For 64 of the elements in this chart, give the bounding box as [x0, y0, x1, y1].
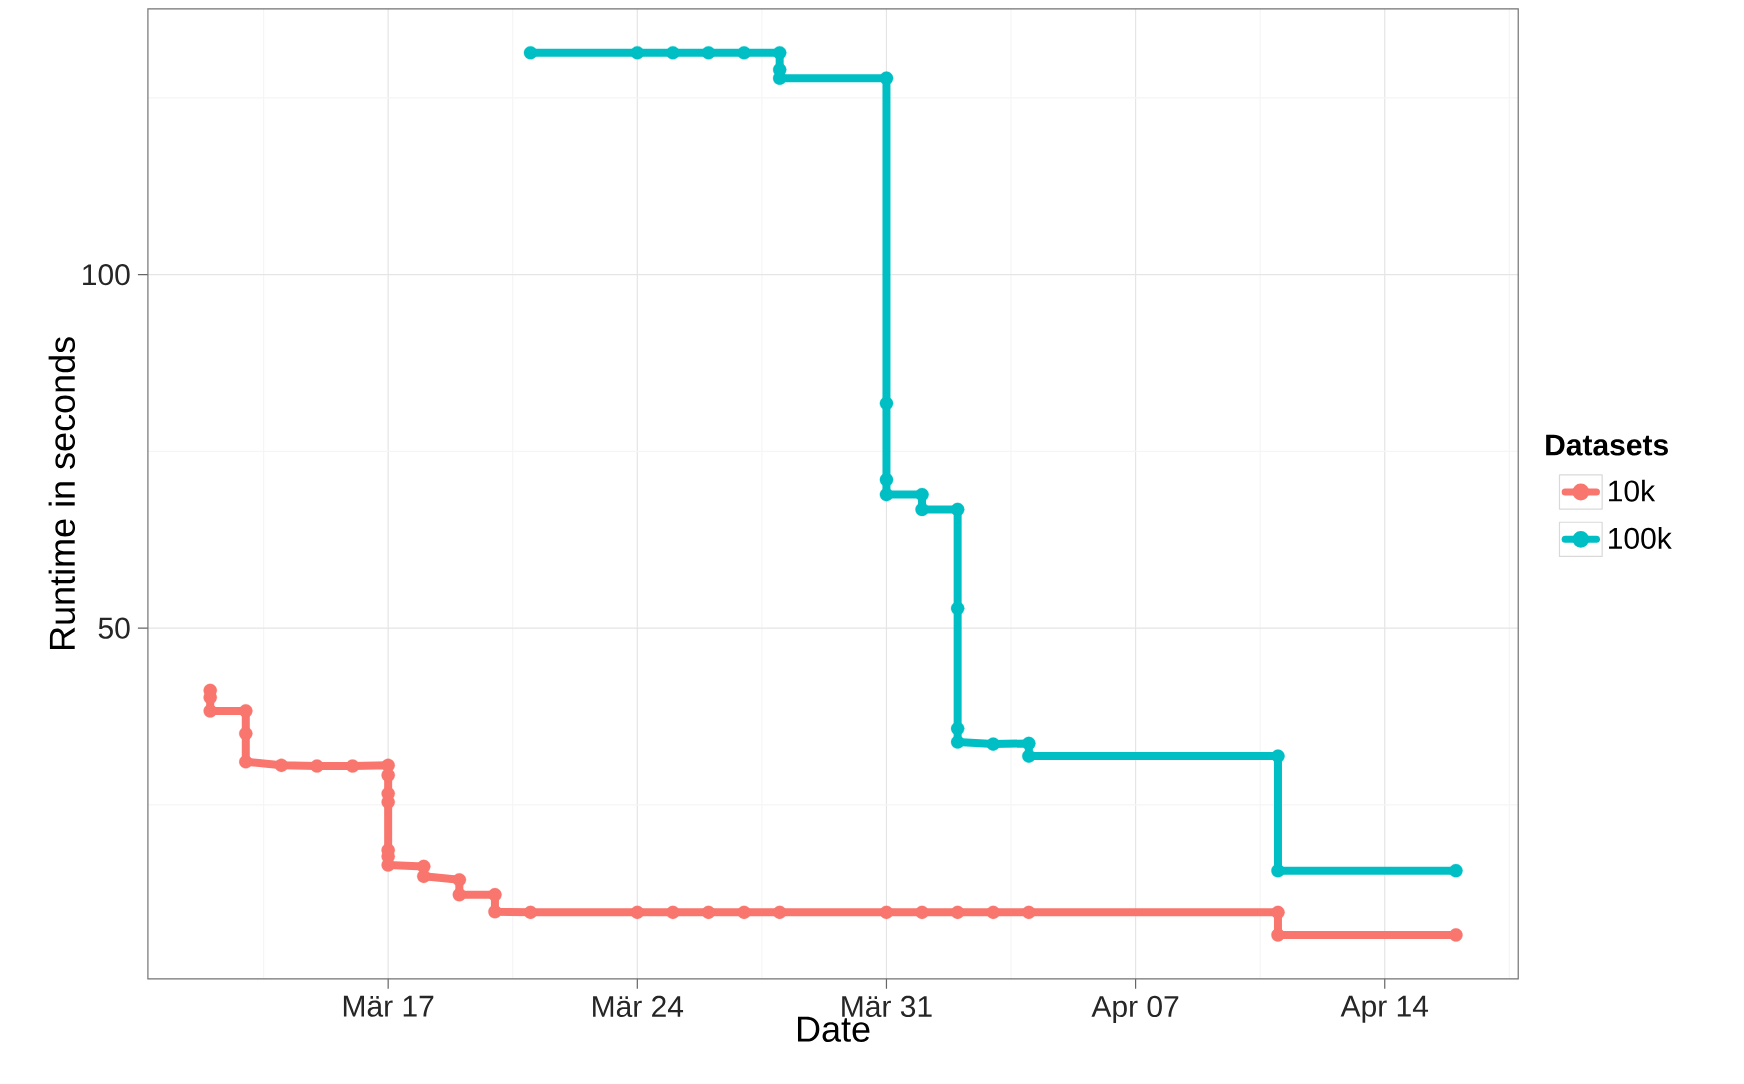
legend-label: 10k: [1609, 479, 1656, 502]
y-tick-label: 50: [98, 617, 130, 639]
point: [879, 905, 894, 920]
point: [381, 768, 395, 782]
x-axis-title: Date: [797, 1016, 870, 1042]
point: [950, 735, 965, 749]
point: [1271, 928, 1285, 942]
x-tick-label: Mär 31: [842, 995, 932, 1018]
point: [950, 905, 965, 920]
point: [239, 726, 253, 741]
point: [701, 905, 716, 920]
point: [879, 71, 894, 85]
point: [630, 46, 645, 60]
point: [986, 905, 1000, 920]
point: [274, 758, 289, 773]
x-tick-label: Apr 14: [1340, 995, 1429, 1023]
point: [523, 905, 538, 920]
point: [630, 905, 645, 920]
point: [239, 755, 253, 769]
point: [666, 905, 680, 920]
point: [737, 905, 751, 920]
point: [772, 71, 787, 85]
point: [772, 46, 787, 60]
legend-title: Datasets: [1546, 434, 1668, 456]
point: [950, 721, 965, 736]
point: [737, 46, 751, 60]
point: [1022, 736, 1036, 751]
point: [417, 869, 431, 884]
point: [950, 601, 965, 616]
point: [1449, 928, 1463, 942]
y-tick-label: 100: [83, 264, 130, 286]
point: [452, 873, 467, 887]
point: [310, 759, 324, 773]
point: [879, 396, 894, 411]
point: [701, 46, 716, 60]
point: [1271, 863, 1285, 878]
point: [345, 759, 360, 773]
point: [950, 502, 965, 517]
point: [452, 887, 467, 902]
point: [879, 472, 894, 487]
point: [666, 46, 680, 60]
point: [879, 487, 894, 502]
point: [772, 905, 787, 920]
point: [523, 46, 538, 60]
point: [1271, 749, 1285, 763]
point: [1022, 749, 1036, 763]
y-axis-title: Runtime in seconds: [48, 337, 76, 649]
point: [203, 704, 217, 718]
point: [381, 795, 395, 809]
x-tick-label: Mär 24: [593, 995, 684, 1018]
point: [1271, 905, 1285, 920]
point: [915, 502, 929, 517]
legend-label: 100k: [1609, 526, 1672, 549]
x-tick-label: Apr 07: [1091, 995, 1179, 1024]
point: [1449, 863, 1463, 878]
point: [915, 905, 929, 920]
point: [381, 858, 395, 872]
point: [239, 704, 253, 718]
point: [1022, 905, 1036, 920]
point: [488, 904, 502, 919]
x-tick-label: Mär 17: [343, 995, 434, 1017]
point: [986, 737, 1000, 751]
point: [915, 487, 929, 502]
point: [488, 887, 502, 902]
